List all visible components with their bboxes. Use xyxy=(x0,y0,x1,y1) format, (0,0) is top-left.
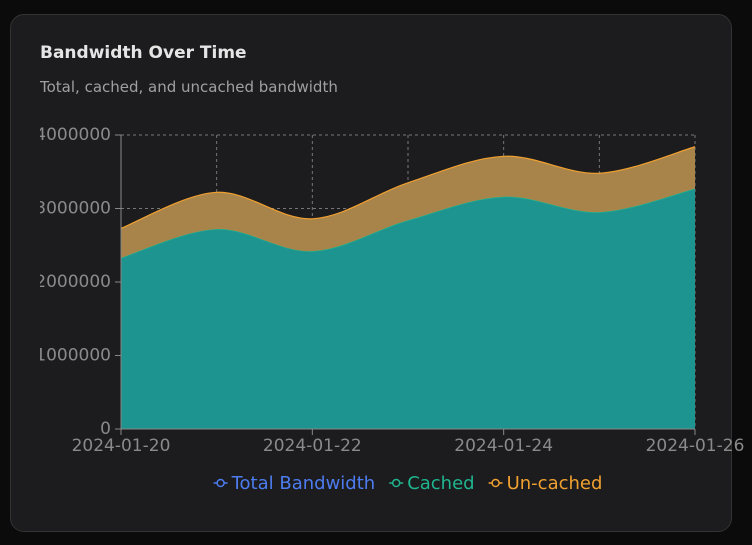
legend-label: Cached xyxy=(407,473,474,494)
legend-label: Un-cached xyxy=(507,473,603,494)
area-line xyxy=(120,146,696,229)
y-tick-label: 0 xyxy=(100,419,111,439)
y-tick-label: 1000000 xyxy=(35,346,111,366)
y-tick-label: 2000000 xyxy=(35,272,111,292)
legend-symbol xyxy=(391,478,401,488)
chart-title: Bandwidth Over Time xyxy=(40,43,247,63)
y-tick-label: 4000000 xyxy=(35,125,111,145)
area xyxy=(121,146,695,258)
areas xyxy=(120,146,696,429)
y-tick-label: 3000000 xyxy=(35,199,111,219)
legend-symbol xyxy=(491,478,500,488)
legend-symbol xyxy=(216,478,225,488)
legend: Total Bandwidth Cached Un-cached xyxy=(213,473,603,494)
x-tick-label: 2024-01-24 xyxy=(454,436,553,456)
chart-subtitle: Total, cached, and uncached bandwidth xyxy=(40,78,338,96)
x-tick-label: 2024-01-22 xyxy=(263,436,362,456)
area xyxy=(121,188,695,429)
x-tick-label: 2024-01-20 xyxy=(72,436,171,456)
x-tick-label: 2024-01-26 xyxy=(646,436,745,456)
legend-label: Total Bandwidth xyxy=(231,473,376,494)
